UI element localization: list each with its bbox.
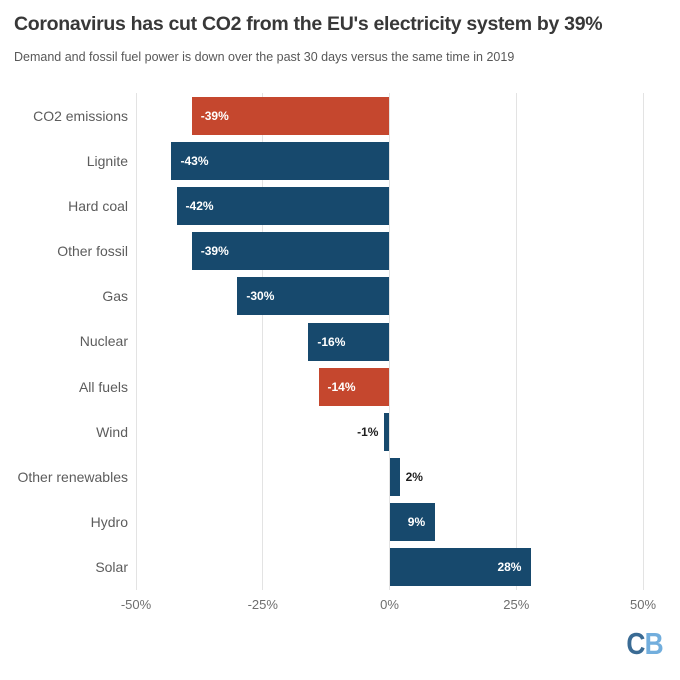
category-label: CO2 emissions [33, 107, 128, 124]
carbonbrief-logo: CB [626, 626, 664, 662]
value-label: 2% [405, 470, 423, 485]
value-label: 9% [407, 515, 426, 530]
bar-other-renewables [389, 458, 400, 497]
bar-wind [384, 412, 390, 451]
value-label: -14% [327, 379, 356, 394]
value-label: -30% [246, 289, 275, 304]
value-label: -16% [317, 334, 346, 349]
bar-gas [237, 277, 390, 316]
bar-co2-emissions [191, 96, 390, 135]
x-axis-tick-label: -25% [247, 597, 278, 612]
bar-other-fossil [191, 232, 390, 271]
category-label: Hydro [90, 514, 128, 531]
x-axis-tick-label: 50% [629, 597, 657, 612]
category-label: Other fossil [57, 243, 128, 260]
category-label: Wind [96, 423, 128, 440]
category-label: Gas [102, 288, 128, 305]
chart-title: Coronavirus has cut CO2 from the EU's el… [14, 13, 603, 35]
chart-subtitle: Demand and fossil fuel power is down ove… [14, 50, 515, 64]
gridline [515, 93, 517, 590]
value-label: -43% [180, 153, 209, 168]
bar-nuclear [308, 322, 390, 361]
value-label: -1% [357, 424, 379, 439]
bar-hard-coal [176, 186, 390, 225]
category-label: Solar [95, 559, 128, 576]
plot-area: -39% -43% -42% -39% -30% -16% -14% -1% 2% 9% 28% [135, 93, 644, 590]
logo-letter-b: B [644, 626, 664, 661]
x-axis-tick-label: 0% [380, 597, 399, 612]
gridline [642, 93, 644, 590]
value-label: -39% [200, 108, 229, 123]
logo-letter-c: C [626, 626, 646, 661]
category-label: All fuels [78, 378, 128, 395]
bar-lignite [171, 141, 390, 180]
bar-hydro [389, 503, 436, 542]
x-axis-tick-label: 25% [503, 597, 530, 612]
category-label: Hard coal [68, 197, 128, 214]
bar-all-fuels [318, 367, 390, 406]
value-label: -39% [200, 244, 229, 259]
category-label: Other renewables [17, 469, 128, 486]
category-label: Lignite [86, 152, 128, 169]
x-axis-tick-label: -50% [120, 597, 152, 612]
category-label: Nuclear [79, 333, 128, 350]
gridline [262, 93, 264, 590]
value-label: -42% [185, 198, 214, 213]
gridline [135, 93, 137, 590]
x-axis: -50% -25% 0% 25% 50% [121, 597, 656, 615]
category-labels: CO2 emissions Lignite Hard coal Other fossi… [0, 93, 128, 590]
value-label: 28% [497, 560, 522, 575]
gridline [389, 93, 390, 590]
bar-solar [389, 548, 532, 587]
